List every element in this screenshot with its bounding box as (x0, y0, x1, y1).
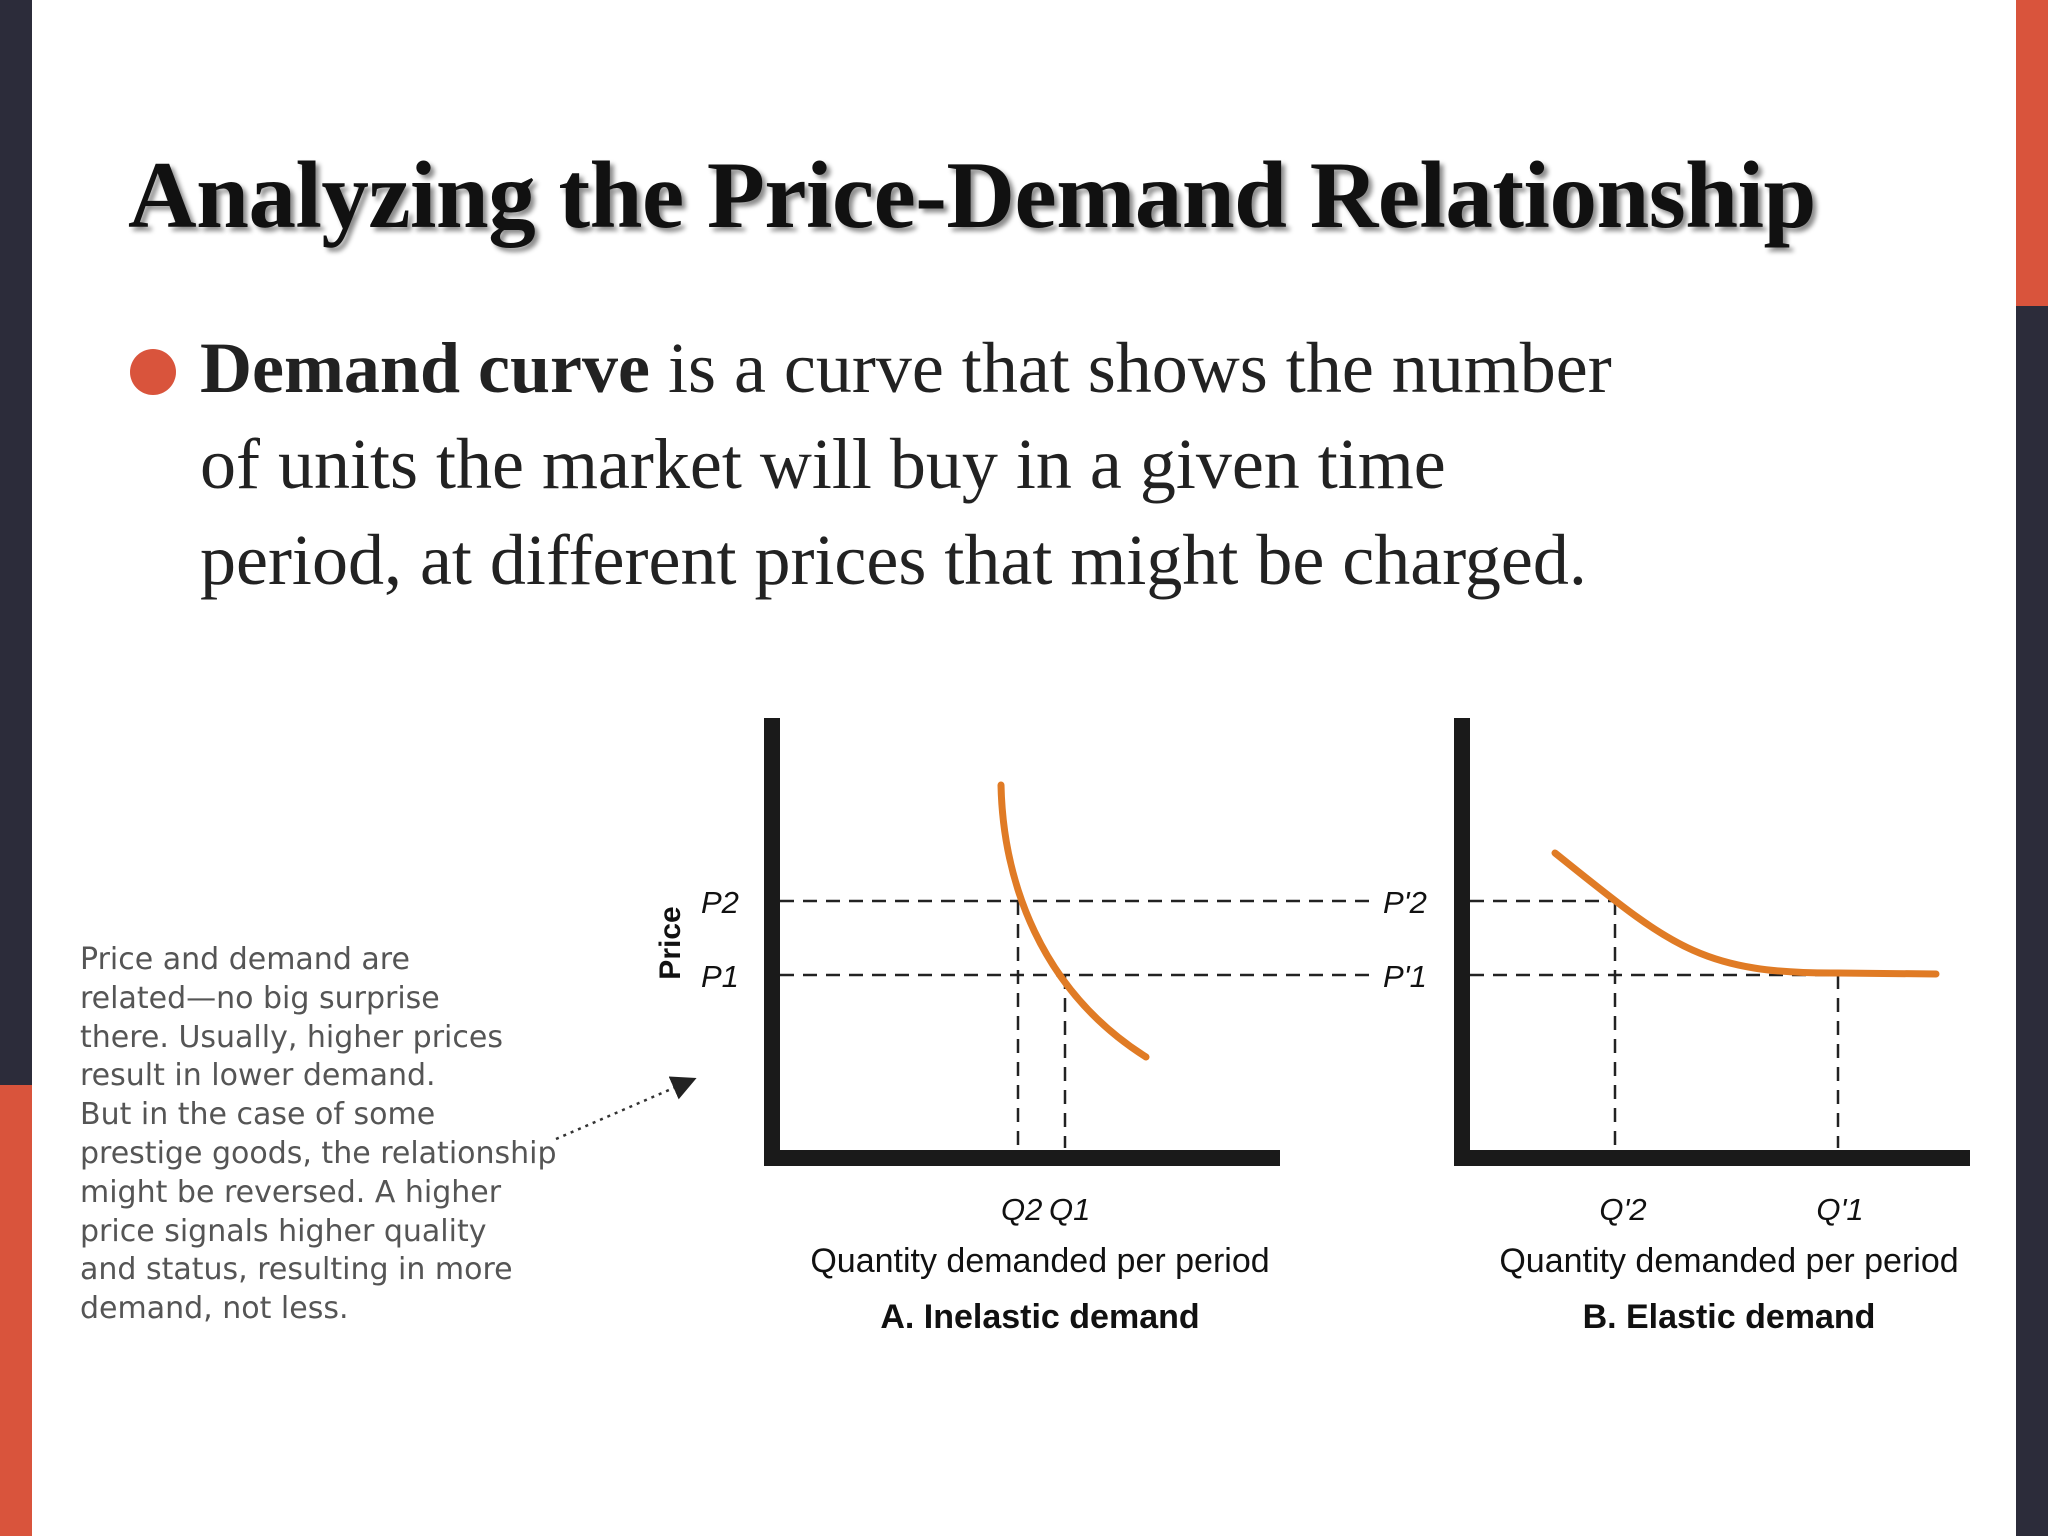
left-dark-bar (0, 0, 32, 1085)
panel-b-price-label-p1: P'1 (1383, 959, 1427, 994)
bullet-line-1: Demand curve is a curve that shows the n… (200, 320, 1900, 416)
bullet-line-2: of units the market will buy in a given … (200, 424, 1446, 504)
left-accent-bar (0, 1085, 32, 1536)
panel-a-x-axis-label: Quantity demanded per period (810, 1242, 1269, 1280)
annotation-line: there. Usually, higher prices (80, 1019, 503, 1055)
panel-b-price-label-p2: P'2 (1383, 885, 1427, 920)
bullet-line-3: period, at different prices that might b… (200, 520, 1587, 600)
annotation-line: But in the case of some (80, 1097, 436, 1133)
bullet-line-1-rest: is a curve that shows the number (649, 328, 1612, 408)
panel-b-quantity-label-q1: Q'1 (1816, 1192, 1863, 1227)
panel-a-price-label-p2: P2 (701, 885, 739, 920)
panel-b-caption: B. Elastic demand (1583, 1298, 1876, 1336)
slide-title: Analyzing the Price-Demand Relationship (128, 142, 1816, 248)
panel-a-quantity-label-q2: Q2 (1001, 1192, 1042, 1227)
annotation-line: Price and demand are (80, 942, 410, 977)
right-dark-bar (2016, 306, 2048, 1536)
right-accent-bar (2016, 0, 2048, 306)
bullet-term: Demand curve (200, 328, 650, 408)
annotation-note: Price and demand are related—no big surp… (80, 941, 557, 1329)
annotation-line: price signals higher quality (80, 1213, 487, 1249)
panel-b-quantity-label-q2: Q'2 (1599, 1192, 1646, 1227)
y-axis-label: Price (654, 906, 687, 979)
annotation-line: might be reversed. A higher (80, 1174, 502, 1210)
panel-a-demand-curve (997, 781, 1150, 1061)
annotation-arrow (555, 1076, 697, 1141)
panel-b-demand-curve (1551, 849, 1940, 978)
panel-b: P'2 P'1 Q'2 Q'1 Quantity demanded per pe… (1383, 718, 1970, 1336)
panel-a-quantity-label-q1: Q1 (1049, 1192, 1090, 1227)
bullet-text: Demand curve is a curve that shows the n… (200, 320, 1900, 608)
annotation-line: prestige goods, the relationship (80, 1135, 557, 1171)
panel-b-x-axis-label: Quantity demanded per period (1499, 1242, 1958, 1280)
annotation-line: and status, resulting in more (80, 1252, 513, 1288)
bullet-dot (130, 349, 176, 395)
panel-a: P2 P1 Q2 Q1 Quantity demanded per period… (701, 718, 1372, 1336)
panel-a-caption: A. Inelastic demand (880, 1298, 1199, 1336)
annotation-line: result in lower demand. (80, 1058, 436, 1094)
panel-a-price-label-p1: P1 (701, 959, 739, 994)
annotation-line: related—no big surprise (80, 980, 440, 1016)
annotation-line: demand, not less. (80, 1291, 349, 1327)
